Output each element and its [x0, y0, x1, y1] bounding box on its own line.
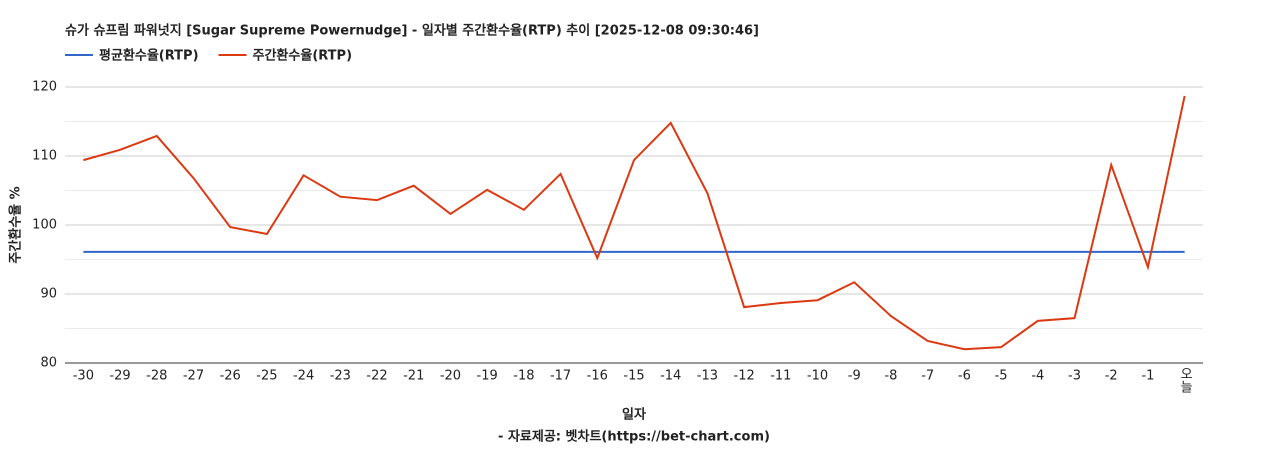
x-tick-label: -18 — [513, 369, 534, 384]
x-tick-label: -21 — [403, 369, 424, 384]
x-tick-label: -7 — [921, 369, 934, 384]
y-tick-label: 110 — [32, 149, 57, 164]
x-tick-label: -27 — [183, 369, 204, 384]
x-tick-label: -24 — [293, 369, 314, 384]
x-tick-label: -28 — [146, 369, 167, 384]
x-tick-label: -9 — [848, 369, 861, 384]
series-line — [83, 95, 1186, 351]
x-tick-label: 오늘 — [1177, 367, 1192, 393]
x-axis-label: 일자 — [622, 408, 646, 423]
x-tick-label: -30 — [73, 369, 94, 384]
x-tick-label: -12 — [734, 369, 755, 384]
legend-label: 평균환수율(RTP) — [99, 48, 199, 64]
x-tick-label: -5 — [995, 369, 1008, 384]
x-tick-label: -13 — [697, 369, 718, 384]
x-tick-label: -25 — [256, 369, 277, 384]
x-tick-label: -1 — [1141, 369, 1154, 384]
x-tick-label: -20 — [440, 369, 461, 384]
y-tick-label: 120 — [32, 80, 57, 95]
y-tick-label: 80 — [40, 356, 57, 371]
x-tick-label: -19 — [477, 369, 498, 384]
x-tick-label: -2 — [1105, 369, 1118, 384]
chart-title: 슈가 슈프림 파워넛지 [Sugar Supreme Powernudge] -… — [65, 23, 759, 39]
y-tick-label: 100 — [32, 218, 57, 233]
legend-label: 주간환수율(RTP) — [253, 48, 353, 64]
x-tick-label: -10 — [807, 369, 828, 384]
y-tick-label: 90 — [40, 287, 57, 302]
x-tick-label: -22 — [366, 369, 387, 384]
x-tick-label: -23 — [330, 369, 351, 384]
x-tick-label: -8 — [884, 369, 897, 384]
x-tick-label: -29 — [109, 369, 130, 384]
x-tick-label: -4 — [1031, 369, 1044, 384]
source-note: - 자료제공: 벳차트(https://bet-chart.com) — [498, 429, 770, 445]
x-tick-label: -16 — [587, 369, 608, 384]
x-tick-label: -6 — [958, 369, 971, 384]
x-tick-label: -17 — [550, 369, 571, 384]
x-tick-label: -3 — [1068, 369, 1081, 384]
x-tick-label: -11 — [770, 369, 791, 384]
y-axis-label: 주간환수율 % — [8, 186, 24, 263]
x-tick-label: -15 — [623, 369, 644, 384]
x-tick-label: -26 — [220, 369, 241, 384]
x-tick-label: -14 — [660, 369, 681, 384]
